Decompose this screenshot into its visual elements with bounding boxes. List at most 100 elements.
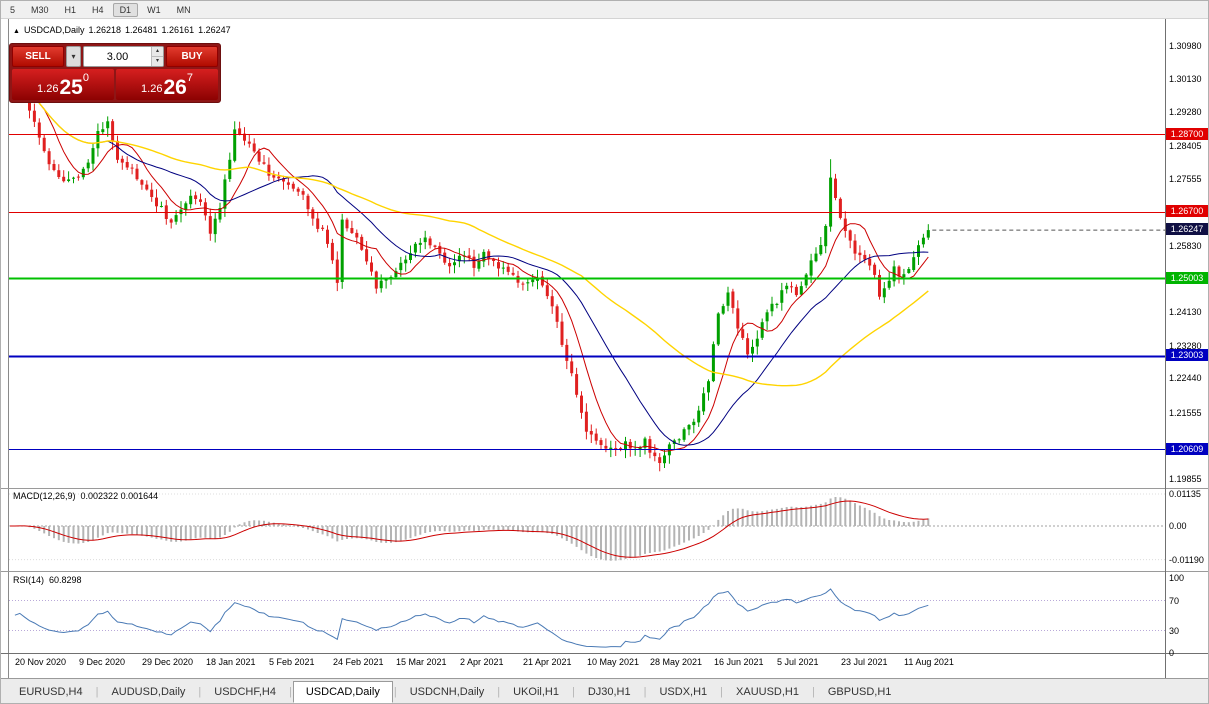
ohlc-close: 1.26247 [198, 25, 231, 35]
support-resistance-lines[interactable] [9, 134, 1165, 450]
price-axis-label: 1.19855 [1169, 474, 1202, 484]
price-axis-label: 1.24130 [1169, 307, 1202, 317]
trade-panel-prices: 1.26 25 0 1.26 26 7 [12, 69, 218, 100]
ma-slow-line [9, 85, 929, 387]
rsi-axis-label: 0 [1169, 648, 1175, 658]
buy-price-prefix: 1.26 [141, 83, 163, 95]
chart-tab-usdcnh-daily[interactable]: USDCNH,Daily [409, 686, 485, 698]
price-axis-label: 1.21555 [1169, 408, 1202, 418]
timeframe-button-5[interactable]: 5 [10, 4, 16, 15]
macd-histogram [9, 497, 930, 561]
price-axis[interactable]: 1.30980 1.30130 1.29280 1.28405 1.27555 1.258… [1166, 19, 1208, 678]
tab-separator: | [95, 686, 99, 698]
chart-tab-ukoil-h1[interactable]: UKOil,H1 [513, 686, 559, 698]
sell-price-pip: 0 [82, 72, 89, 84]
sell-price-display[interactable]: 1.26 25 0 [12, 69, 114, 100]
volume-spinner: ▴ ▾ [151, 47, 163, 66]
tab-separator: | [811, 686, 815, 698]
chart-tab-audusd-daily[interactable]: AUDUSD,Daily [111, 686, 186, 698]
time-axis[interactable]: 20 Nov 2020 9 Dec 2020 29 Dec 2020 18 Jan 2… [1, 654, 1165, 678]
timeframe-button-m30[interactable]: M30 [31, 4, 49, 15]
rsi-axis-label: 70 [1169, 596, 1180, 606]
timeframe-button-h1[interactable]: H1 [64, 4, 77, 15]
chart-title: ▲ USDCAD,Daily 1.26218 1.26481 1.26161 1.2624… [13, 25, 235, 35]
timeframe-button-d1[interactable]: D1 [112, 2, 139, 17]
time-axis-label: 5 Jul 2021 [777, 657, 819, 667]
timeframe-button-h4[interactable]: H4 [92, 4, 104, 15]
chart-tab-eurusd-h4[interactable]: EURUSD,H4 [19, 686, 83, 698]
volume-increase-button[interactable]: ▴ [152, 47, 163, 57]
ma-medium-line [9, 85, 929, 446]
price-badge: 1.28700 [1166, 128, 1208, 140]
timeframe-button-mn[interactable]: MN [176, 4, 191, 15]
tab-separator: | [497, 686, 501, 698]
tab-separator: | [198, 686, 202, 698]
price-axis-label: 1.28405 [1169, 141, 1202, 151]
macd-signal-line [10, 500, 929, 558]
buy-price-pip: 7 [186, 72, 193, 84]
chart-tab-bar: EURUSD,H4 | AUDUSD,Daily | USDCHF,H4 | USDCAD,… [1, 678, 1208, 703]
time-axis-label: 16 Jun 2021 [714, 657, 764, 667]
volume-decrease-button[interactable]: ▾ [152, 57, 163, 66]
chart-symbol-icon: ▲ [13, 28, 20, 35]
price-axis-label: 1.29280 [1169, 107, 1202, 117]
volume-field: ▴ ▾ [83, 46, 164, 67]
ohlc-low: 1.26161 [161, 25, 195, 35]
price-badge: 1.23003 [1166, 349, 1208, 361]
candlestick-series [8, 70, 930, 472]
trade-panel-controls: SELL ▾ ▴ ▾ BUY [12, 46, 218, 67]
tab-separator: | [643, 686, 647, 698]
chart-symbol-label: USDCAD,Daily [23, 25, 85, 35]
macd-values: 0.002322 0.001644 [80, 491, 159, 501]
chart-tab-usdchf-h4[interactable]: USDCHF,H4 [214, 686, 276, 698]
price-badge: 1.25003 [1166, 272, 1208, 284]
chart-tab-gbpusd-h1[interactable]: GBPUSD,H1 [827, 686, 892, 698]
macd-axis-label: -0.01190 [1169, 555, 1204, 565]
chart-tab-usdcad-daily[interactable]: USDCAD,Daily [292, 681, 393, 703]
time-axis-label: 11 Aug 2021 [904, 657, 954, 667]
macd-axis-label: 0.00 [1169, 521, 1187, 531]
chart-tab-dj30-h1[interactable]: DJ30,H1 [587, 686, 631, 698]
macd-indicator-label: MACD(12,26,9) 0.002322 0.001644 [13, 491, 163, 501]
time-axis-label: 10 May 2021 [587, 657, 640, 667]
sell-button[interactable]: SELL [12, 46, 64, 67]
price-axis-label: 1.25830 [1169, 241, 1202, 251]
time-axis-label: 15 Mar 2021 [396, 657, 447, 667]
time-axis-label: 2 Apr 2021 [460, 657, 504, 667]
rsi-axis-label: 30 [1169, 626, 1180, 636]
buy-price-display[interactable]: 1.26 26 7 [116, 69, 218, 100]
tab-separator: | [571, 686, 575, 698]
time-axis-label: 28 May 2021 [650, 657, 703, 667]
volume-dropdown-button[interactable]: ▾ [66, 46, 81, 67]
price-axis-label: 1.30130 [1169, 74, 1202, 84]
time-axis-label: 29 Dec 2020 [142, 657, 194, 667]
time-axis-label: 21 Apr 2021 [523, 657, 572, 667]
ma-fast-line [9, 85, 929, 452]
price-axis-label: 1.27555 [1169, 174, 1202, 184]
price-axis-label: 1.30980 [1169, 41, 1202, 51]
price-axis-label: 1.23280 [1169, 341, 1202, 351]
price-axis-label: 1.22440 [1169, 373, 1202, 383]
volume-input[interactable] [84, 47, 151, 66]
rsi-axis-label: 100 [1169, 573, 1185, 583]
rsi-indicator-label: RSI(14) 60.8298 [13, 575, 87, 585]
timeframe-button-w1[interactable]: W1 [147, 4, 161, 15]
ohlc-open: 1.26218 [88, 25, 121, 35]
time-axis-label: 20 Nov 2020 [15, 657, 67, 667]
buy-button[interactable]: BUY [166, 46, 218, 67]
tab-separator: | [393, 686, 397, 698]
macd-axis-label: 0.01135 [1169, 489, 1201, 499]
price-badge: 1.26700 [1166, 205, 1208, 217]
chart-tab-xauusd-h1[interactable]: XAUUSD,H1 [736, 686, 799, 698]
time-axis-label: 9 Dec 2020 [79, 657, 126, 667]
time-axis-label: 18 Jan 2021 [206, 657, 256, 667]
chart-tab-usdx-h1[interactable]: USDX,H1 [659, 686, 708, 698]
chevron-down-icon: ▾ [71, 52, 76, 61]
timeframe-toolbar: 5 M30 H1 H4 D1 W1 MN [1, 1, 1208, 19]
rsi-value: 60.8298 [49, 575, 82, 585]
tab-separator: | [289, 686, 292, 698]
buy-price-digits: 26 [163, 76, 187, 99]
